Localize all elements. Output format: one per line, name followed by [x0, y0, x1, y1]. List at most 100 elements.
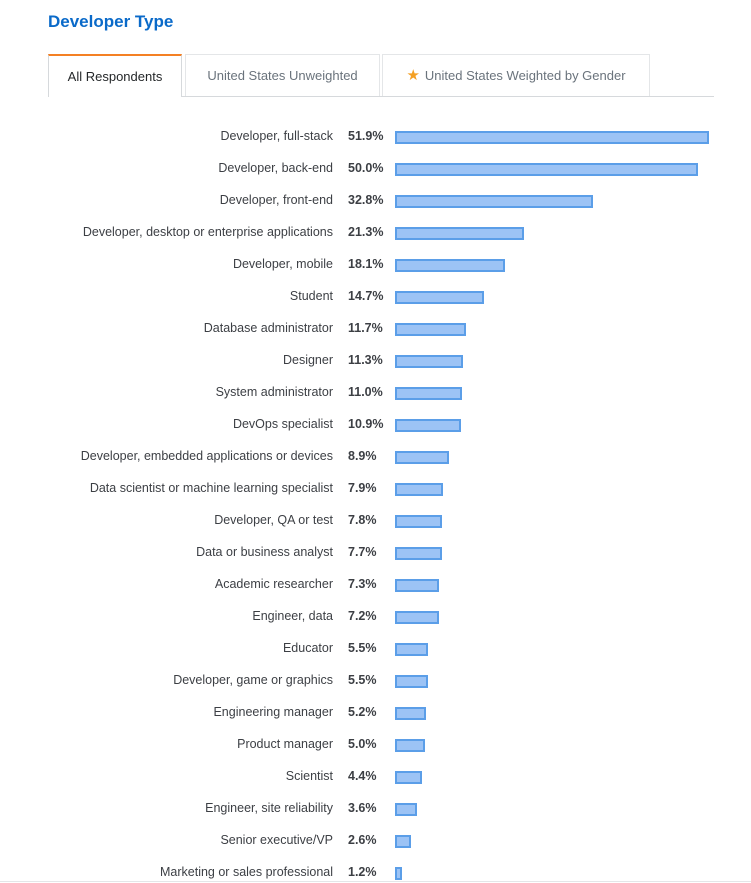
category-label: Data or business analyst — [196, 545, 333, 559]
bar — [395, 291, 484, 304]
category-label: System administrator — [215, 385, 333, 399]
value-label: 7.8% — [348, 513, 377, 527]
category-label: Developer, QA or test — [214, 513, 333, 527]
category-label: Developer, front-end — [219, 193, 333, 207]
tab-united-states-unweighted[interactable]: United States Unweighted — [185, 54, 380, 96]
value-label: 7.7% — [348, 545, 377, 559]
bar — [395, 355, 463, 368]
bar-row: Data or business analyst 7.7% — [0, 543, 751, 563]
tab-bar: All Respondents United States Unweighted… — [48, 54, 714, 97]
value-label: 7.9% — [348, 481, 377, 495]
bar — [395, 675, 428, 688]
bar-row: Product manager 5.0% — [0, 735, 751, 755]
bar — [395, 195, 593, 208]
category-label: Senior executive/VP — [220, 833, 333, 847]
category-label: Developer, back-end — [218, 161, 333, 175]
bar-row: Educator 5.5% — [0, 639, 751, 659]
bar — [395, 771, 422, 784]
bar-row: Marketing or sales professional 1.2% — [0, 863, 751, 883]
bar — [395, 867, 402, 880]
value-label: 14.7% — [348, 289, 384, 303]
bar — [395, 643, 428, 656]
bar — [395, 547, 442, 560]
value-label: 11.3% — [348, 353, 383, 367]
bar — [395, 227, 524, 240]
bar — [395, 515, 442, 528]
bar — [395, 483, 443, 496]
bar — [395, 131, 709, 144]
bar-row: Developer, embedded applications or devi… — [0, 447, 751, 467]
value-label: 5.5% — [348, 641, 377, 655]
category-label: DevOps specialist — [232, 417, 333, 431]
tab-label: All Respondents — [67, 69, 163, 84]
category-label: Engineer, site reliability — [205, 801, 333, 815]
category-label: Marketing or sales professional — [160, 865, 333, 879]
bar-row: Senior executive/VP 2.6% — [0, 831, 751, 851]
bar — [395, 323, 466, 336]
developer-type-bar-chart: Developer, full-stack 51.9% Developer, bac… — [0, 120, 751, 882]
tab-label: United States Unweighted — [207, 68, 358, 83]
value-label: 2.6% — [348, 833, 377, 847]
bar-row: Developer, game or graphics 5.5% — [0, 671, 751, 691]
value-label: 7.3% — [348, 577, 377, 591]
category-label: Designer — [282, 353, 333, 367]
value-label: 50.0% — [348, 161, 384, 175]
bar — [395, 707, 426, 720]
bar — [395, 419, 461, 432]
value-label: 8.9% — [348, 449, 377, 463]
value-label: 21.3% — [348, 225, 384, 239]
bar — [395, 259, 505, 272]
value-label: 3.6% — [348, 801, 377, 815]
value-label: 10.9% — [348, 417, 384, 431]
bar — [395, 163, 698, 176]
bar-row: Database administrator 11.7% — [0, 319, 751, 339]
bar-row: DevOps specialist 10.9% — [0, 415, 751, 435]
value-label: 4.4% — [348, 769, 377, 783]
value-label: 18.1% — [348, 257, 384, 271]
tab-united-states-weighted-by-gender[interactable]: ★ United States Weighted by Gender — [382, 54, 650, 96]
bar-row: Scientist 4.4% — [0, 767, 751, 787]
page-title: Developer Type — [48, 12, 174, 31]
category-label: Educator — [282, 641, 333, 655]
bar — [395, 739, 425, 752]
value-label: 51.9% — [348, 129, 384, 143]
value-label: 11.7% — [348, 321, 383, 335]
bar-row: Developer, full-stack 51.9% — [0, 127, 751, 147]
value-label: 7.2% — [348, 609, 377, 623]
category-label: Database administrator — [203, 321, 333, 335]
value-label: 5.0% — [348, 737, 377, 751]
category-label: Developer, desktop or enterprise applica… — [82, 225, 333, 239]
bar-row: Engineer, site reliability 3.6% — [0, 799, 751, 819]
bar-row: Engineer, data 7.2% — [0, 607, 751, 627]
bar-row: Developer, desktop or enterprise applica… — [0, 223, 751, 243]
bar-row: Developer, front-end 32.8% — [0, 191, 751, 211]
value-label: 32.8% — [348, 193, 384, 207]
category-label: Academic researcher — [214, 577, 333, 591]
value-label: 5.5% — [348, 673, 377, 687]
bar — [395, 611, 439, 624]
tab-label: United States Weighted by Gender — [424, 68, 626, 83]
category-label: Student — [289, 289, 333, 303]
category-label: Scientist — [285, 769, 333, 783]
bar — [395, 579, 439, 592]
category-label: Data scientist or machine learning speci… — [89, 481, 333, 495]
bar-row: Engineering manager 5.2% — [0, 703, 751, 723]
category-label: Developer, embedded applications or devi… — [80, 449, 333, 463]
value-label: 11.0% — [348, 385, 383, 399]
bar-row: Developer, QA or test 7.8% — [0, 511, 751, 531]
bar-row: Developer, mobile 18.1% — [0, 255, 751, 275]
tab-all-respondents[interactable]: All Respondents — [48, 54, 182, 97]
category-label: Product manager — [237, 737, 333, 751]
value-label: 1.2% — [348, 865, 377, 879]
bar-row: Student 14.7% — [0, 287, 751, 307]
category-label: Engineering manager — [213, 705, 333, 719]
bar — [395, 451, 449, 464]
category-label: Developer, game or graphics — [173, 673, 333, 687]
bar-row: Academic researcher 7.3% — [0, 575, 751, 595]
bar — [395, 835, 411, 848]
bar — [395, 803, 417, 816]
bar-row: Data scientist or machine learning speci… — [0, 479, 751, 499]
bar — [395, 387, 462, 400]
bar-row: System administrator 11.0% — [0, 383, 751, 403]
category-label: Developer, full-stack — [220, 129, 333, 143]
